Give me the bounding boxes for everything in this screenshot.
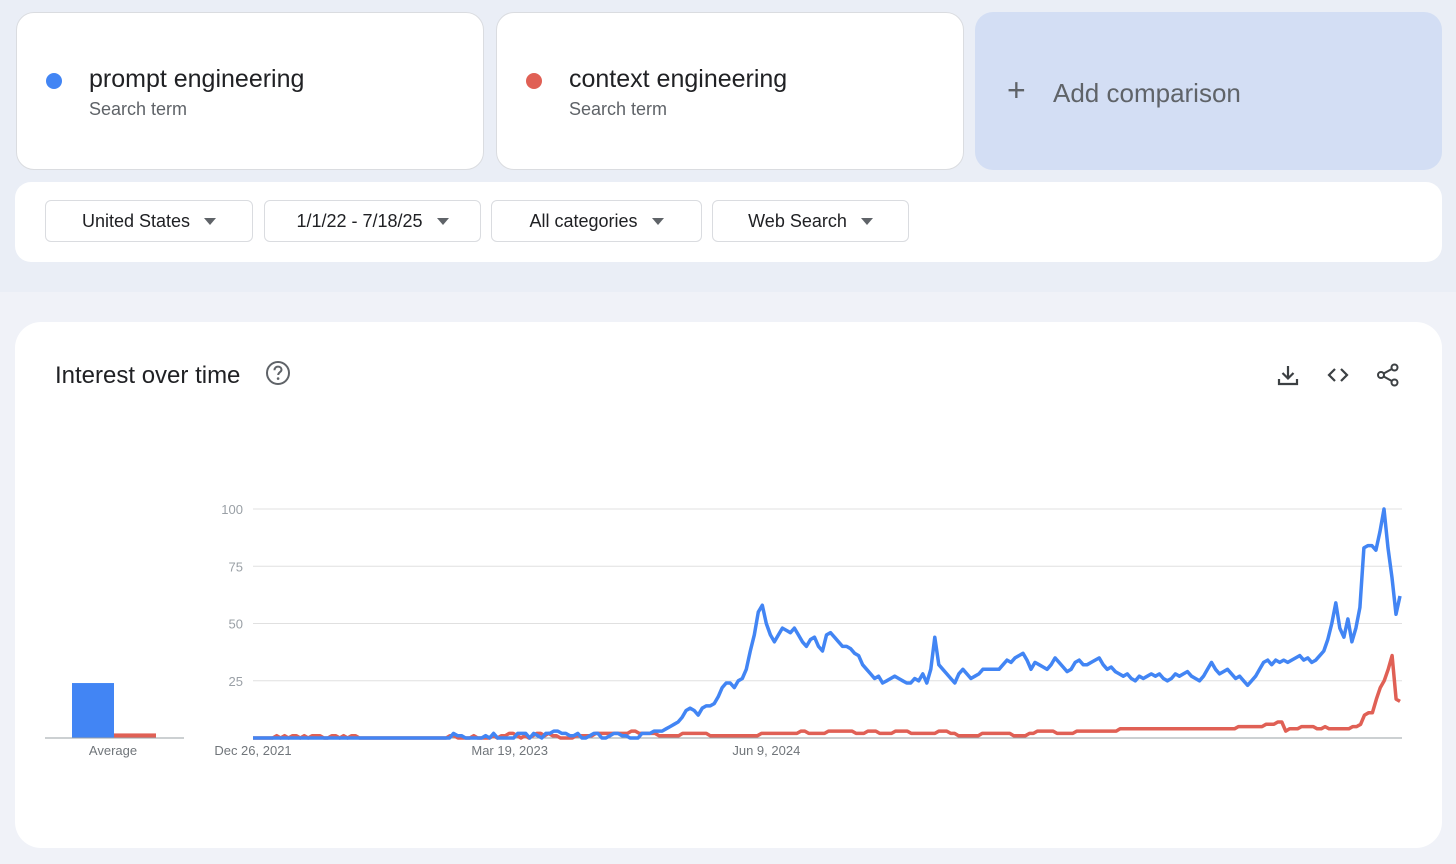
share-icon[interactable] xyxy=(1375,362,1401,388)
help-icon[interactable] xyxy=(265,360,291,386)
average-bar-context-engineering xyxy=(114,733,156,738)
y-tick-label: 100 xyxy=(221,502,243,517)
filters-bar: United States 1/1/22 - 7/18/25 All categ… xyxy=(15,182,1442,262)
search-term-card-2[interactable]: context engineering Search term xyxy=(496,12,964,170)
add-comparison-button[interactable]: + Add comparison xyxy=(975,12,1442,170)
search-term-card-1[interactable]: prompt engineering Search term xyxy=(16,12,484,170)
search-type-dropdown[interactable]: Web Search xyxy=(712,200,909,242)
x-tick-label: Mar 19, 2023 xyxy=(471,743,548,758)
download-icon[interactable] xyxy=(1275,362,1301,388)
dropdown-arrow-icon xyxy=(860,217,873,225)
search-term-sublabel: Search term xyxy=(89,99,188,119)
category-value: All categories xyxy=(529,210,638,231)
date-range-dropdown[interactable]: 1/1/22 - 7/18/25 xyxy=(264,200,481,242)
x-tick-label: Dec 26, 2021 xyxy=(214,743,291,758)
y-tick-label: 50 xyxy=(229,617,243,632)
average-label: Average xyxy=(89,743,137,758)
series-color-dot xyxy=(526,73,542,89)
region-value: United States xyxy=(81,210,191,231)
date-range-value: 1/1/22 - 7/18/25 xyxy=(296,210,423,231)
chart-title: Interest over time xyxy=(55,362,241,389)
search-type-value: Web Search xyxy=(748,210,847,231)
y-tick-label: 75 xyxy=(229,559,243,574)
search-term-sublabel: Search term xyxy=(569,99,668,119)
average-bar-prompt-engineering xyxy=(72,683,114,738)
search-term-label[interactable]: context engineering xyxy=(569,65,788,93)
y-tick-label: 25 xyxy=(229,674,243,689)
add-comparison-label: Add comparison xyxy=(1053,78,1241,108)
category-dropdown[interactable]: All categories xyxy=(491,200,702,242)
dropdown-arrow-icon xyxy=(204,217,217,225)
interest-over-time-card: Interest over time Average 100 75 50 25 Dec… xyxy=(15,322,1442,848)
plus-icon: + xyxy=(1007,72,1026,108)
dropdown-arrow-icon xyxy=(651,217,664,225)
x-tick-label: Jun 9, 2024 xyxy=(732,743,800,758)
series-color-dot xyxy=(46,73,62,89)
search-term-label[interactable]: prompt engineering xyxy=(89,65,305,93)
embed-code-icon[interactable] xyxy=(1325,362,1351,388)
interest-over-time-chart: Average 100 75 50 25 Dec 26, 2021 Mar 19, 20… xyxy=(45,502,1402,758)
region-dropdown[interactable]: United States xyxy=(45,200,253,242)
dropdown-arrow-icon xyxy=(436,217,449,225)
series-line-prompt-engineering[interactable] xyxy=(253,507,1402,740)
